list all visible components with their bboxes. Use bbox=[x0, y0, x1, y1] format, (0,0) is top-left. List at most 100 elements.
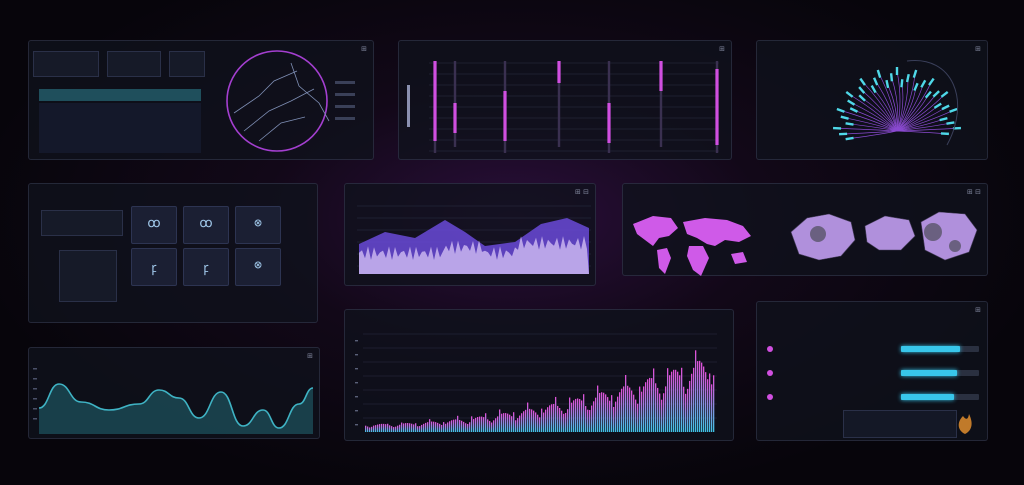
burst-node bbox=[895, 67, 899, 75]
spike-bar bbox=[465, 423, 467, 432]
progress-fill bbox=[901, 346, 960, 352]
panel-control-icon[interactable]: ⊞ bbox=[361, 45, 367, 53]
spike-bar bbox=[681, 367, 683, 432]
axis-tick bbox=[33, 408, 37, 410]
spike-bar bbox=[561, 410, 563, 432]
table-header-bar bbox=[39, 89, 201, 101]
flame-icon bbox=[958, 414, 972, 434]
spike-bar bbox=[553, 403, 555, 432]
panel-control-icon[interactable]: ⊞ ⊟ bbox=[575, 188, 589, 196]
panel-control-icon[interactable]: ⊞ bbox=[307, 352, 313, 360]
signal-pulse bbox=[607, 103, 611, 143]
burst-node bbox=[900, 79, 904, 88]
burst-ray bbox=[896, 81, 932, 132]
spike-bar bbox=[677, 371, 679, 432]
burst-node bbox=[870, 84, 877, 94]
spike-bar bbox=[557, 405, 559, 432]
spike-bar bbox=[509, 414, 511, 432]
spike-bar bbox=[373, 425, 375, 432]
spike-bar bbox=[455, 419, 457, 432]
panel-control-icon[interactable]: ⊞ bbox=[975, 306, 981, 314]
glyph-tile[interactable]: ꝏ bbox=[183, 206, 229, 244]
spike-bar bbox=[435, 422, 437, 432]
burst-node bbox=[913, 82, 919, 92]
progress-track bbox=[901, 370, 979, 376]
spike-bar bbox=[633, 394, 635, 432]
panel-control-icon[interactable]: ⊞ ⊟ bbox=[967, 188, 981, 196]
panel-control-icon[interactable]: ⊞ bbox=[975, 45, 981, 53]
list-bullet bbox=[767, 346, 773, 352]
spike-bar bbox=[389, 425, 391, 432]
burst-node bbox=[845, 122, 854, 126]
spike-bar bbox=[581, 400, 583, 432]
spike-bar bbox=[577, 398, 579, 432]
axis-tick bbox=[33, 418, 37, 420]
progress-track bbox=[901, 346, 979, 352]
burst-ray bbox=[891, 77, 899, 132]
burst-node bbox=[941, 104, 950, 111]
spike-bar bbox=[381, 423, 383, 432]
glyph-tile[interactable]: ⊗ bbox=[235, 206, 281, 244]
spike-bar bbox=[469, 422, 471, 432]
glyph-tile[interactable]: ⊗ bbox=[235, 248, 281, 286]
burst-node bbox=[952, 126, 961, 130]
spike-bar bbox=[643, 386, 645, 432]
tile-glyph: ꝏ bbox=[147, 216, 161, 231]
spike-bar bbox=[611, 395, 613, 432]
spike-bar bbox=[539, 417, 541, 432]
spike-bar bbox=[529, 408, 531, 432]
axis-tick bbox=[355, 368, 358, 370]
info-block-bottom bbox=[59, 250, 117, 302]
spike-bar bbox=[555, 396, 557, 432]
spike-bar bbox=[703, 366, 705, 432]
spike-bar bbox=[409, 423, 411, 432]
burst-node bbox=[845, 91, 854, 98]
radar-circle-chart bbox=[226, 50, 355, 152]
spike-bar bbox=[511, 416, 513, 432]
spike-bar bbox=[627, 385, 629, 432]
axis-tick bbox=[355, 340, 358, 342]
spike-bar bbox=[487, 419, 489, 432]
burst-ray bbox=[837, 127, 898, 132]
glyph-tile[interactable]: ꝏ bbox=[131, 206, 177, 244]
burst-ray bbox=[896, 73, 916, 132]
spike-bar bbox=[625, 374, 627, 432]
spike-bar bbox=[659, 393, 661, 432]
spike-bar bbox=[475, 417, 477, 432]
burst-ray bbox=[840, 110, 898, 132]
spike-bar bbox=[541, 408, 543, 432]
spike-bar bbox=[517, 418, 519, 432]
signal-pulse bbox=[715, 69, 719, 145]
burst-node bbox=[858, 94, 866, 102]
spike-bar bbox=[417, 426, 419, 432]
spike-bar bbox=[489, 420, 491, 432]
spike-bar bbox=[593, 401, 595, 432]
spike-bar bbox=[589, 410, 591, 432]
spike-bar bbox=[575, 398, 577, 432]
spike-bar bbox=[669, 375, 671, 432]
panel-control-icon[interactable]: ⊞ bbox=[719, 45, 725, 53]
spike-bar bbox=[525, 409, 527, 432]
spike-bar bbox=[533, 410, 535, 432]
spike-bar bbox=[425, 422, 427, 432]
glyph-tile[interactable]: ꝼ bbox=[183, 248, 229, 286]
spike-bar bbox=[411, 423, 413, 432]
axis-tick bbox=[33, 368, 37, 370]
spike-bar bbox=[423, 423, 425, 432]
info-block-top bbox=[41, 210, 123, 236]
spike-bar bbox=[705, 372, 707, 432]
burst-node bbox=[912, 69, 918, 78]
header-block-mid bbox=[107, 51, 161, 77]
spike-bar bbox=[543, 412, 545, 432]
spike-bar bbox=[619, 392, 621, 432]
spike-bar bbox=[391, 426, 393, 432]
burst-node bbox=[933, 102, 942, 109]
glyph-tile[interactable]: ꝼ bbox=[131, 248, 177, 286]
spike-bar bbox=[661, 399, 663, 432]
spike-bar bbox=[445, 423, 447, 432]
spike-bar bbox=[695, 350, 697, 432]
spike-bar bbox=[443, 422, 445, 432]
burst-ray bbox=[844, 117, 898, 132]
spike-bar bbox=[481, 416, 483, 432]
spike-bar bbox=[645, 382, 647, 432]
